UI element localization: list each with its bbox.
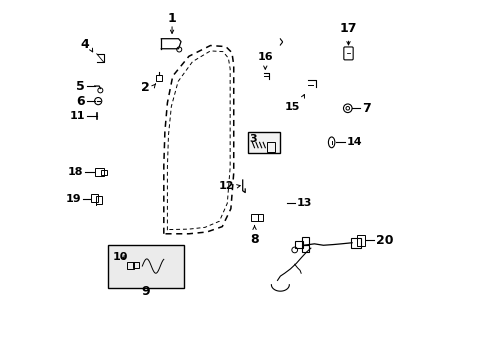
Bar <box>108 245 183 288</box>
Bar <box>94 168 104 176</box>
Text: 9: 9 <box>142 285 150 298</box>
Bar <box>247 132 280 153</box>
Text: 17: 17 <box>339 22 357 35</box>
Text: 4: 4 <box>81 38 89 51</box>
Bar <box>91 194 98 202</box>
Bar <box>301 237 309 244</box>
Text: 2: 2 <box>141 81 149 94</box>
Text: 20: 20 <box>376 234 393 247</box>
Text: 7: 7 <box>362 102 370 115</box>
Text: 6: 6 <box>76 95 85 108</box>
Bar <box>101 170 106 175</box>
Bar <box>250 214 258 221</box>
Bar <box>96 196 102 204</box>
Text: 10: 10 <box>113 252 128 262</box>
Bar <box>133 262 139 268</box>
Text: 8: 8 <box>250 233 258 246</box>
Bar <box>257 214 262 221</box>
Bar <box>127 262 134 269</box>
Bar <box>357 235 365 246</box>
Bar <box>266 142 274 152</box>
Bar <box>156 75 162 81</box>
Text: 19: 19 <box>65 194 81 204</box>
Text: 16: 16 <box>257 52 273 62</box>
Text: 18: 18 <box>67 167 83 177</box>
Text: 14: 14 <box>346 138 362 147</box>
Bar <box>301 244 309 252</box>
Text: 15: 15 <box>284 102 300 112</box>
Text: 1: 1 <box>167 12 176 25</box>
Text: 12: 12 <box>219 181 234 192</box>
Bar <box>294 241 303 248</box>
Text: 5: 5 <box>76 80 85 93</box>
Text: 11: 11 <box>69 111 85 121</box>
Text: 3: 3 <box>249 134 257 144</box>
Text: 13: 13 <box>296 198 311 208</box>
Bar <box>351 238 361 248</box>
